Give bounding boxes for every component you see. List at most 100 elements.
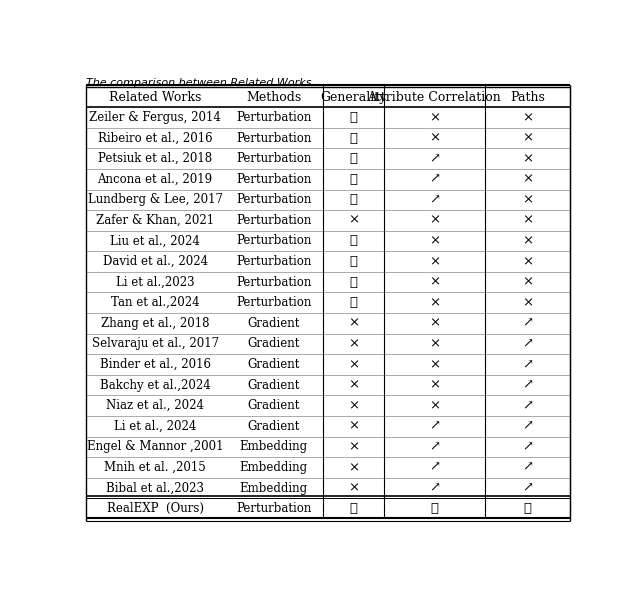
Text: Selvaraju et al., 2017: Selvaraju et al., 2017 — [92, 337, 219, 350]
Text: Perturbation: Perturbation — [236, 255, 311, 268]
Text: ↗: ↗ — [522, 481, 533, 495]
Text: ×: × — [429, 358, 440, 371]
Text: ✓: ✓ — [430, 502, 438, 515]
Text: Perturbation: Perturbation — [236, 111, 311, 124]
Text: ×: × — [348, 481, 359, 495]
Text: ↗: ↗ — [522, 440, 533, 453]
Text: ✓: ✓ — [349, 132, 357, 145]
Text: ×: × — [429, 276, 440, 289]
Text: ✓: ✓ — [349, 234, 357, 248]
Text: Perturbation: Perturbation — [236, 296, 311, 309]
Text: ×: × — [429, 317, 440, 330]
Text: ↗: ↗ — [429, 420, 440, 433]
Text: ↗: ↗ — [522, 420, 533, 433]
Text: Li et al.,2023: Li et al.,2023 — [116, 276, 195, 289]
Text: Perturbation: Perturbation — [236, 173, 311, 186]
Text: Bakchy et al.,2024: Bakchy et al.,2024 — [100, 379, 211, 392]
Text: ×: × — [429, 296, 440, 309]
Text: Bibal et al.,2023: Bibal et al.,2023 — [106, 481, 204, 495]
Text: ×: × — [522, 276, 533, 289]
Text: ✓: ✓ — [349, 296, 357, 309]
Text: Ribeiro et al., 2016: Ribeiro et al., 2016 — [98, 132, 212, 145]
Text: ✓: ✓ — [524, 502, 531, 515]
Text: Gradient: Gradient — [248, 317, 300, 330]
Text: ×: × — [348, 337, 359, 350]
Text: Perturbation: Perturbation — [236, 193, 311, 206]
Text: Petsiuk et al., 2018: Petsiuk et al., 2018 — [98, 152, 212, 165]
Text: RealEXP  (Ours): RealEXP (Ours) — [107, 502, 204, 515]
Text: ✓: ✓ — [349, 193, 357, 206]
Text: ↗: ↗ — [429, 173, 440, 186]
Text: Perturbation: Perturbation — [236, 234, 311, 248]
Text: Methods: Methods — [246, 91, 301, 103]
Text: Embedding: Embedding — [239, 440, 308, 453]
Text: ×: × — [522, 214, 533, 227]
Text: ×: × — [348, 440, 359, 453]
Text: Attribute Correlation: Attribute Correlation — [367, 91, 501, 103]
Text: ×: × — [522, 255, 533, 268]
Text: The comparison between Related Works.: The comparison between Related Works. — [86, 78, 315, 88]
Text: Zeiler & Fergus, 2014: Zeiler & Fergus, 2014 — [89, 111, 221, 124]
Text: Gradient: Gradient — [248, 358, 300, 371]
Text: ×: × — [522, 111, 533, 124]
Text: ×: × — [429, 379, 440, 392]
Text: Liu et al., 2024: Liu et al., 2024 — [110, 234, 200, 248]
Text: ×: × — [522, 193, 533, 206]
Text: Embedding: Embedding — [239, 461, 308, 474]
Text: ×: × — [348, 358, 359, 371]
Text: Gradient: Gradient — [248, 337, 300, 350]
Text: ×: × — [348, 379, 359, 392]
Text: ↗: ↗ — [522, 337, 533, 350]
Text: David et al., 2024: David et al., 2024 — [102, 255, 207, 268]
Text: ×: × — [429, 111, 440, 124]
Text: ×: × — [522, 132, 533, 145]
Text: ×: × — [348, 399, 359, 412]
Text: ✓: ✓ — [349, 502, 357, 515]
Text: ↗: ↗ — [522, 358, 533, 371]
Text: Li et al., 2024: Li et al., 2024 — [114, 420, 196, 433]
Text: ×: × — [348, 317, 359, 330]
Text: ✓: ✓ — [349, 111, 357, 124]
Text: Perturbation: Perturbation — [236, 152, 311, 165]
Text: Niaz et al., 2024: Niaz et al., 2024 — [106, 399, 204, 412]
Text: ✓: ✓ — [349, 276, 357, 289]
Text: ×: × — [429, 337, 440, 350]
Text: ↗: ↗ — [522, 461, 533, 474]
Text: ×: × — [348, 461, 359, 474]
Text: Gradient: Gradient — [248, 379, 300, 392]
Text: ×: × — [429, 214, 440, 227]
Text: Binder et al., 2016: Binder et al., 2016 — [100, 358, 211, 371]
Text: ×: × — [522, 152, 533, 165]
Text: Lundberg & Lee, 2017: Lundberg & Lee, 2017 — [88, 193, 223, 206]
Text: Gradient: Gradient — [248, 399, 300, 412]
Text: Zhang et al., 2018: Zhang et al., 2018 — [101, 317, 209, 330]
Text: Perturbation: Perturbation — [236, 502, 311, 515]
Text: ↗: ↗ — [429, 440, 440, 453]
Text: Paths: Paths — [510, 91, 545, 103]
Text: Tan et al.,2024: Tan et al.,2024 — [111, 296, 200, 309]
Text: ×: × — [348, 214, 359, 227]
Text: ×: × — [429, 132, 440, 145]
Text: Mnih et al. ,2015: Mnih et al. ,2015 — [104, 461, 206, 474]
Text: ×: × — [522, 296, 533, 309]
Text: ×: × — [429, 234, 440, 248]
Text: ✓: ✓ — [349, 152, 357, 165]
Text: Related Works: Related Works — [109, 91, 202, 103]
Text: ×: × — [522, 234, 533, 248]
Text: ↗: ↗ — [522, 399, 533, 412]
Text: ↗: ↗ — [429, 461, 440, 474]
Text: ↗: ↗ — [522, 317, 533, 330]
Text: ✓: ✓ — [349, 173, 357, 186]
Text: ×: × — [429, 399, 440, 412]
Text: ↗: ↗ — [522, 379, 533, 392]
Text: ↗: ↗ — [429, 193, 440, 206]
Text: ×: × — [429, 255, 440, 268]
Text: ↗: ↗ — [429, 152, 440, 165]
Text: Ancona et al., 2019: Ancona et al., 2019 — [97, 173, 212, 186]
Text: Embedding: Embedding — [239, 481, 308, 495]
Text: Zafer & Khan, 2021: Zafer & Khan, 2021 — [96, 214, 214, 227]
Text: Perturbation: Perturbation — [236, 276, 311, 289]
Text: Perturbation: Perturbation — [236, 214, 311, 227]
Text: ×: × — [522, 173, 533, 186]
Text: Perturbation: Perturbation — [236, 132, 311, 145]
